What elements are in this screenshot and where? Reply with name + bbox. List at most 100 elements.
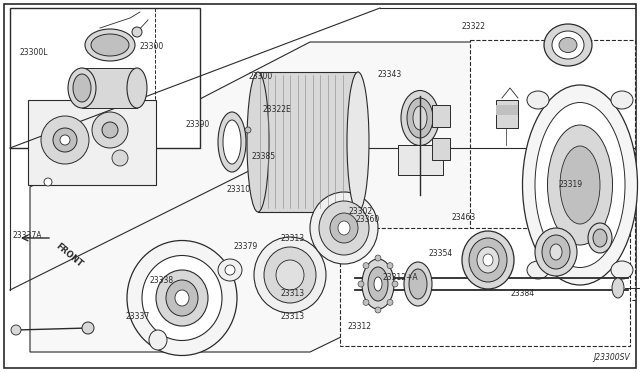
Ellipse shape — [175, 290, 189, 306]
Text: 23360: 23360 — [355, 215, 380, 224]
Text: 23313: 23313 — [280, 289, 305, 298]
Ellipse shape — [330, 213, 358, 243]
Text: 23337A: 23337A — [12, 231, 42, 240]
Ellipse shape — [611, 91, 633, 109]
Circle shape — [60, 135, 70, 145]
Text: 23319: 23319 — [559, 180, 583, 189]
Text: 23300L: 23300L — [19, 48, 48, 57]
Ellipse shape — [560, 146, 600, 224]
Circle shape — [358, 281, 364, 287]
Bar — [28, 100, 156, 185]
Text: 23463: 23463 — [451, 213, 476, 222]
Ellipse shape — [362, 259, 394, 309]
Circle shape — [387, 263, 393, 269]
Ellipse shape — [535, 228, 577, 276]
Ellipse shape — [368, 267, 388, 301]
Ellipse shape — [544, 24, 592, 66]
Ellipse shape — [527, 261, 549, 279]
Circle shape — [363, 263, 369, 269]
Text: 23312+A: 23312+A — [383, 273, 419, 282]
Text: 23354: 23354 — [429, 249, 453, 258]
Text: 23385: 23385 — [251, 153, 275, 161]
Text: FRONT: FRONT — [54, 242, 84, 269]
Ellipse shape — [319, 201, 369, 255]
Text: 23313: 23313 — [280, 234, 305, 243]
Ellipse shape — [156, 270, 208, 326]
Ellipse shape — [409, 269, 427, 299]
Bar — [398, 145, 443, 175]
Ellipse shape — [127, 241, 237, 356]
Bar — [432, 105, 450, 127]
Circle shape — [82, 322, 94, 334]
Ellipse shape — [483, 254, 493, 266]
Text: 23384: 23384 — [511, 289, 535, 298]
Ellipse shape — [374, 277, 382, 291]
Text: 23343: 23343 — [378, 70, 402, 79]
Ellipse shape — [588, 223, 612, 253]
Text: J23300SV: J23300SV — [593, 353, 630, 362]
Ellipse shape — [407, 98, 433, 138]
Ellipse shape — [559, 38, 577, 52]
Bar — [496, 105, 518, 115]
Polygon shape — [30, 42, 620, 352]
Ellipse shape — [254, 237, 326, 313]
Circle shape — [53, 128, 77, 152]
Bar — [82, 68, 137, 108]
Ellipse shape — [413, 106, 427, 130]
Circle shape — [92, 112, 128, 148]
Circle shape — [392, 281, 398, 287]
Ellipse shape — [73, 74, 91, 102]
Ellipse shape — [127, 68, 147, 108]
Circle shape — [132, 27, 142, 37]
Ellipse shape — [477, 247, 499, 273]
Ellipse shape — [68, 68, 96, 108]
Ellipse shape — [527, 91, 549, 109]
Text: 23379: 23379 — [234, 242, 258, 251]
Text: 23312: 23312 — [348, 322, 372, 331]
Circle shape — [41, 116, 89, 164]
Ellipse shape — [542, 235, 570, 269]
Text: 23300: 23300 — [248, 72, 273, 81]
Circle shape — [245, 127, 251, 133]
Ellipse shape — [593, 229, 607, 247]
Ellipse shape — [142, 256, 222, 340]
Bar — [496, 100, 518, 128]
Ellipse shape — [91, 34, 129, 56]
Text: 23322E: 23322E — [262, 105, 291, 114]
Ellipse shape — [223, 120, 241, 164]
Text: 23322: 23322 — [461, 22, 486, 31]
Ellipse shape — [276, 260, 304, 290]
Ellipse shape — [547, 125, 612, 245]
Ellipse shape — [401, 90, 439, 145]
Ellipse shape — [225, 265, 235, 275]
Text: 23390: 23390 — [186, 120, 210, 129]
Ellipse shape — [404, 262, 432, 306]
Circle shape — [363, 299, 369, 305]
Ellipse shape — [85, 29, 135, 61]
Bar — [258, 72, 358, 212]
Ellipse shape — [552, 31, 584, 59]
Ellipse shape — [535, 103, 625, 267]
Circle shape — [44, 178, 52, 186]
Circle shape — [387, 299, 393, 305]
Text: 23338: 23338 — [149, 276, 173, 285]
Ellipse shape — [247, 72, 269, 212]
Text: 23313: 23313 — [280, 312, 305, 321]
Circle shape — [375, 307, 381, 313]
Ellipse shape — [462, 231, 514, 289]
Bar — [432, 138, 450, 160]
Ellipse shape — [347, 72, 369, 212]
Text: 23310: 23310 — [226, 185, 250, 194]
Text: 23337: 23337 — [125, 312, 150, 321]
Ellipse shape — [612, 278, 624, 298]
Ellipse shape — [149, 330, 167, 350]
Ellipse shape — [218, 112, 246, 172]
Text: 23300: 23300 — [140, 42, 164, 51]
Bar — [340, 228, 630, 346]
Ellipse shape — [310, 192, 378, 264]
Text: 23302: 23302 — [349, 207, 373, 216]
Circle shape — [102, 122, 118, 138]
Circle shape — [112, 150, 128, 166]
Circle shape — [11, 325, 21, 335]
Ellipse shape — [166, 280, 198, 316]
